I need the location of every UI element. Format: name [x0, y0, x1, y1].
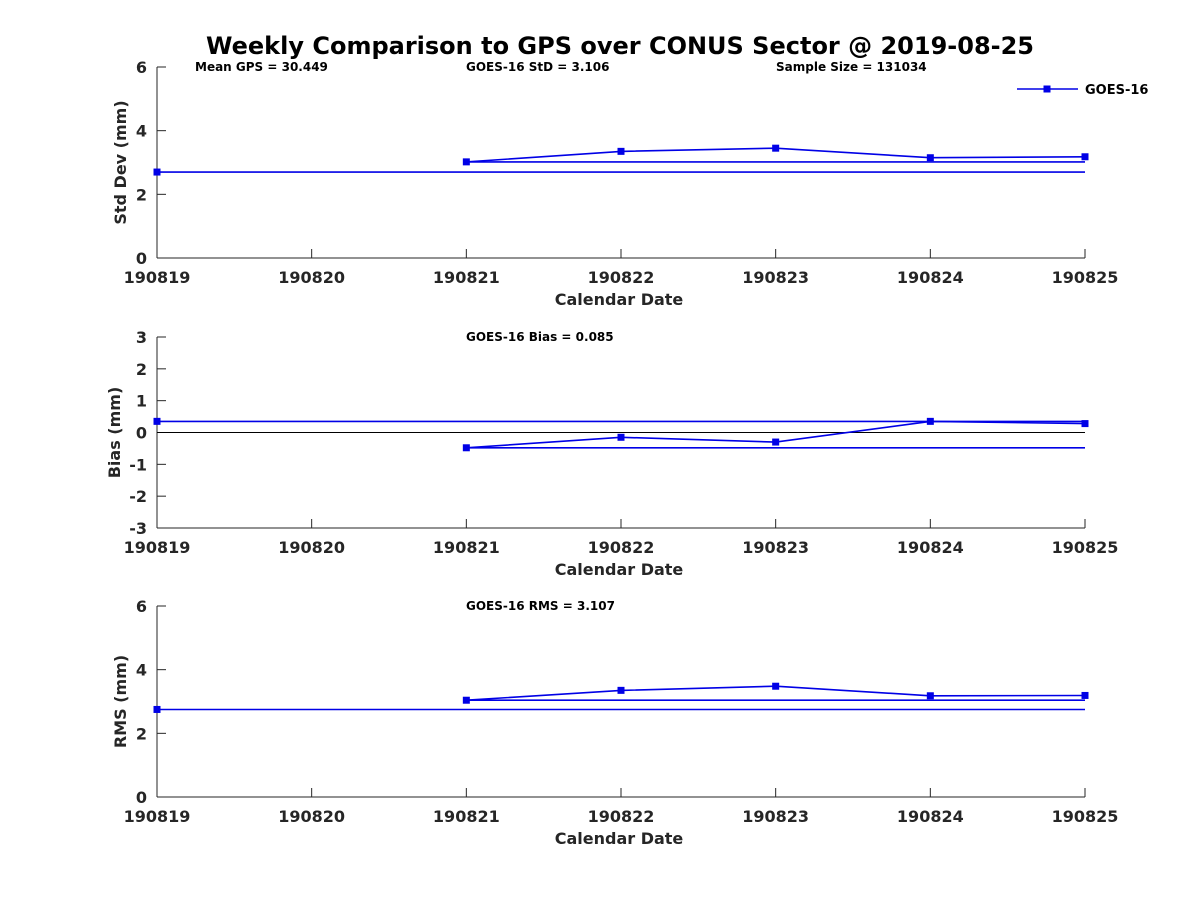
data-point: [926, 692, 934, 700]
y-tick-label: 0: [136, 788, 147, 807]
x-tick-label: 190819: [124, 268, 191, 287]
y-tick-label: 4: [136, 122, 147, 141]
x-axis-label: Calendar Date: [555, 829, 684, 848]
subplot-std: 190819 190820 190821 190822 190823 190824 1908…: [111, 58, 1148, 309]
chart-title: Weekly Comparison to GPS over CONUS Sect…: [206, 32, 1034, 60]
data-point: [153, 417, 161, 425]
series-reference-1: [153, 168, 1085, 176]
x-tick-label: 190825: [1052, 268, 1119, 287]
y-tick-label: -2: [129, 487, 147, 506]
x-tick-label: 190823: [742, 268, 809, 287]
series-reference-1: [153, 417, 1085, 425]
data-point: [153, 705, 161, 713]
data-point: [772, 682, 780, 690]
x-tick-label: 190820: [278, 807, 345, 826]
data-point: [926, 154, 934, 162]
data-point: [1081, 691, 1089, 699]
x-tick-label: 190821: [433, 807, 500, 826]
legend-label: GOES-16: [1085, 83, 1148, 98]
series-goes-16: [462, 417, 1089, 452]
stat-annotation: GOES-16 StD = 3.106: [466, 60, 609, 74]
stat-annotation: Mean GPS = 30.449: [195, 60, 328, 74]
stat-annotation: GOES-16 RMS = 3.107: [466, 599, 615, 613]
data-point: [617, 686, 625, 694]
y-axis-label: RMS (mm): [111, 655, 130, 748]
series-reference-1: [153, 705, 1085, 713]
y-tick-label: 2: [136, 360, 147, 379]
x-axis-label: Calendar Date: [555, 560, 684, 579]
stat-annotation: Sample Size = 131034: [776, 60, 927, 74]
stat-annotation: GOES-16 Bias = 0.085: [466, 330, 614, 344]
data-point: [772, 438, 780, 446]
x-tick-label: 190821: [433, 268, 500, 287]
subplot-bias: 190819 190820 190821 190822 190823 190824 1908…: [105, 328, 1118, 579]
x-tick-label: 190819: [124, 807, 191, 826]
subplots: 190819 190820 190821 190822 190823 190824 1908…: [105, 58, 1148, 848]
y-tick-label: 4: [136, 661, 147, 680]
y-axis-label: Std Dev (mm): [111, 100, 130, 224]
x-tick-label: 190823: [742, 807, 809, 826]
x-tick-label: 190819: [124, 538, 191, 557]
x-tick-label: 190824: [897, 807, 964, 826]
x-axis-label: Calendar Date: [555, 290, 684, 309]
y-tick-label: 2: [136, 185, 147, 204]
y-tick-label: 3: [136, 328, 147, 347]
data-point: [1081, 420, 1089, 428]
x-tick-label: 190820: [278, 268, 345, 287]
y-tick-label: 6: [136, 597, 147, 616]
y-tick-label: 2: [136, 724, 147, 743]
x-tick-label: 190821: [433, 538, 500, 557]
y-tick-label: -1: [129, 455, 147, 474]
y-tick-label: -3: [129, 519, 147, 538]
data-point: [617, 433, 625, 441]
subplot-rms: 190819 190820 190821 190822 190823 190824 1908…: [111, 597, 1118, 848]
x-tick-label: 190822: [588, 268, 655, 287]
x-tick-label: 190822: [588, 538, 655, 557]
y-tick-label: 6: [136, 58, 147, 77]
x-tick-label: 190825: [1052, 807, 1119, 826]
legend: GOES-16: [1017, 83, 1148, 98]
data-point: [617, 147, 625, 155]
y-axis-label: Bias (mm): [105, 387, 124, 479]
x-tick-label: 190824: [897, 268, 964, 287]
x-tick-label: 190822: [588, 807, 655, 826]
x-tick-label: 190820: [278, 538, 345, 557]
x-tick-label: 190823: [742, 538, 809, 557]
data-point: [1081, 153, 1089, 161]
data-point: [153, 168, 161, 176]
x-tick-label: 190824: [897, 538, 964, 557]
legend-marker: [1043, 85, 1051, 93]
y-tick-label: 0: [136, 249, 147, 268]
x-tick-label: 190825: [1052, 538, 1119, 557]
y-tick-label: 1: [136, 392, 147, 411]
data-point: [772, 144, 780, 152]
y-tick-label: 0: [136, 424, 147, 443]
